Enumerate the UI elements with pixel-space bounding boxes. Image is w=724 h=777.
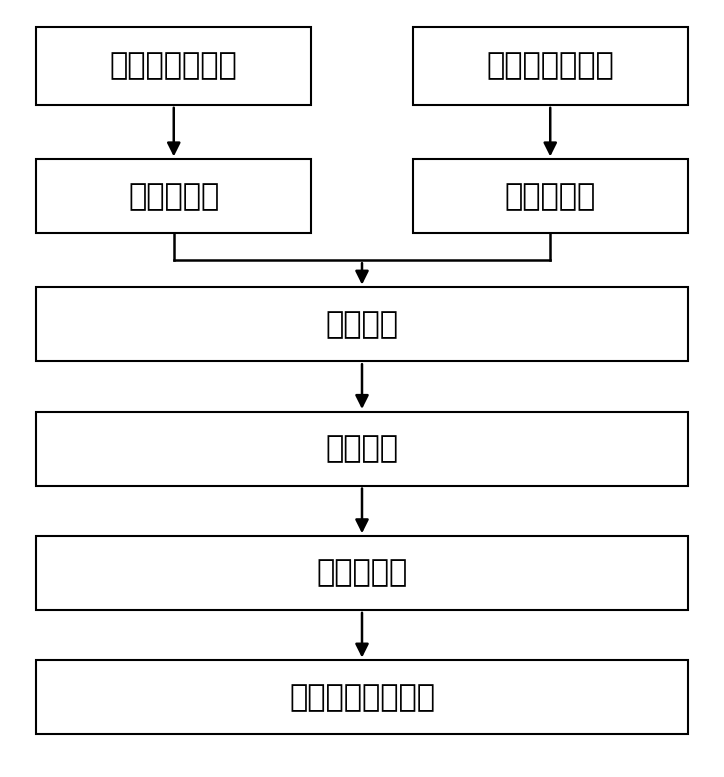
FancyBboxPatch shape xyxy=(36,27,311,105)
Text: 频点一回波信号: 频点一回波信号 xyxy=(110,51,237,81)
FancyBboxPatch shape xyxy=(413,27,688,105)
Text: 干涉相位: 干涉相位 xyxy=(326,310,398,339)
FancyBboxPatch shape xyxy=(36,159,311,233)
Text: 频点二成像: 频点二成像 xyxy=(505,182,596,211)
Text: 频点一成像: 频点一成像 xyxy=(128,182,219,211)
FancyBboxPatch shape xyxy=(36,287,688,361)
Text: 距离向坐标: 距离向坐标 xyxy=(316,559,408,587)
FancyBboxPatch shape xyxy=(36,412,688,486)
Text: 相位解缠: 相位解缠 xyxy=(326,434,398,463)
FancyBboxPatch shape xyxy=(413,159,688,233)
Text: 频点二回波信号: 频点二回波信号 xyxy=(487,51,614,81)
FancyBboxPatch shape xyxy=(36,660,688,734)
FancyBboxPatch shape xyxy=(36,536,688,610)
Text: 目标三维成像结果: 目标三维成像结果 xyxy=(289,683,435,712)
